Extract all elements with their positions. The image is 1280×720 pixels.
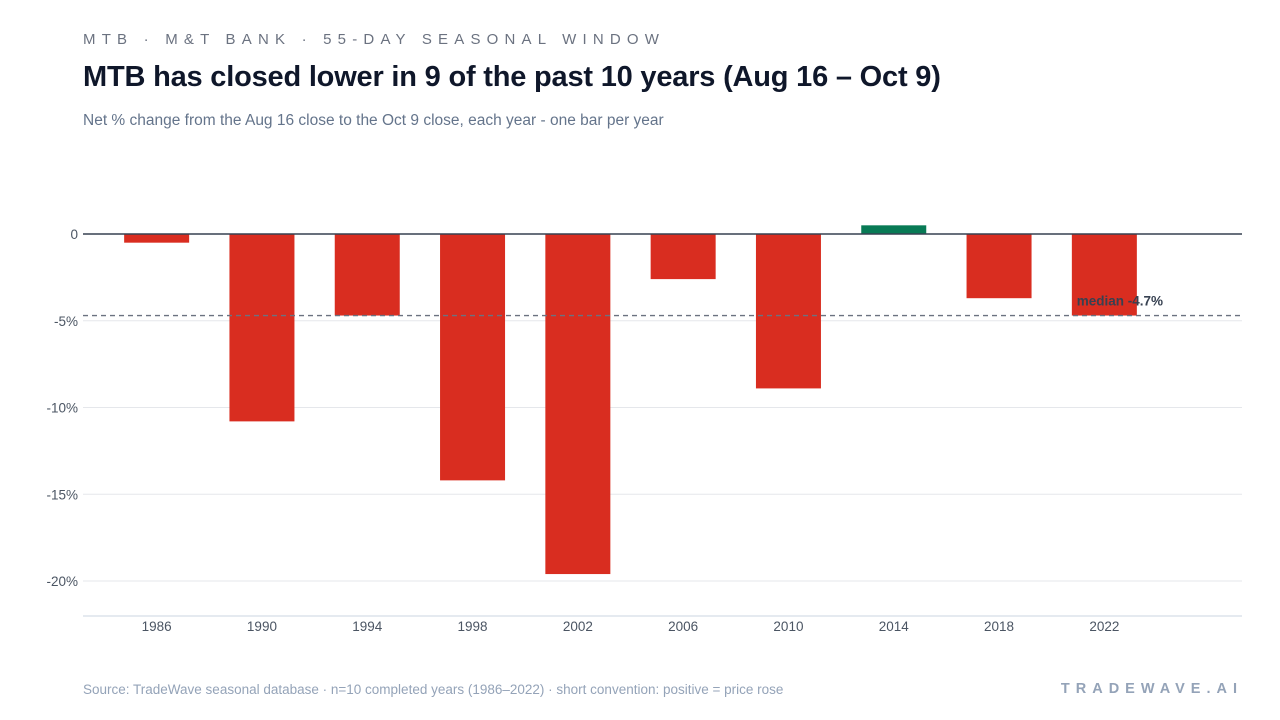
bar-2018 [966, 234, 1032, 299]
bar-2022 [1071, 234, 1137, 316]
x-tick-label: 2018 [984, 619, 1014, 634]
x-tick-label: 2014 [879, 619, 910, 634]
chart-title: MTB has closed lower in 9 of the past 10… [83, 61, 941, 93]
x-tick-label: 1994 [352, 619, 383, 634]
y-tick-label: 0 [70, 227, 78, 242]
chart-subtitle: Net % change from the Aug 16 close to th… [83, 112, 664, 129]
bar-2006 [650, 234, 716, 280]
bar-2014 [861, 225, 927, 234]
bar-1990 [229, 234, 295, 422]
bar-2002 [545, 234, 611, 575]
source-note: Source: TradeWave seasonal database · n=… [83, 682, 784, 697]
x-tick-label: 1990 [247, 619, 277, 634]
median-label: median -4.7% [1077, 294, 1163, 309]
bar-2010 [755, 234, 821, 389]
x-tick-label: 1998 [458, 619, 488, 634]
x-tick-label: 2002 [563, 619, 593, 634]
x-tick-label: 1986 [142, 619, 172, 634]
x-tick-label: 2010 [773, 619, 803, 634]
y-tick-label: -10% [46, 401, 78, 416]
eyebrow-label: MTB · M&T BANK · 55-DAY SEASONAL WINDOW [83, 31, 666, 48]
y-tick-label: -5% [54, 314, 78, 329]
bar-1986 [124, 234, 190, 243]
x-tick-label: 2006 [668, 619, 698, 634]
y-tick-label: -20% [46, 574, 78, 589]
y-tick-label: -15% [46, 487, 78, 502]
brand-logo: TRADEWAVE.AI [1060, 681, 1243, 697]
bar-1994 [334, 234, 400, 316]
x-tick-label: 2022 [1089, 619, 1119, 634]
bar-1998 [440, 234, 506, 481]
